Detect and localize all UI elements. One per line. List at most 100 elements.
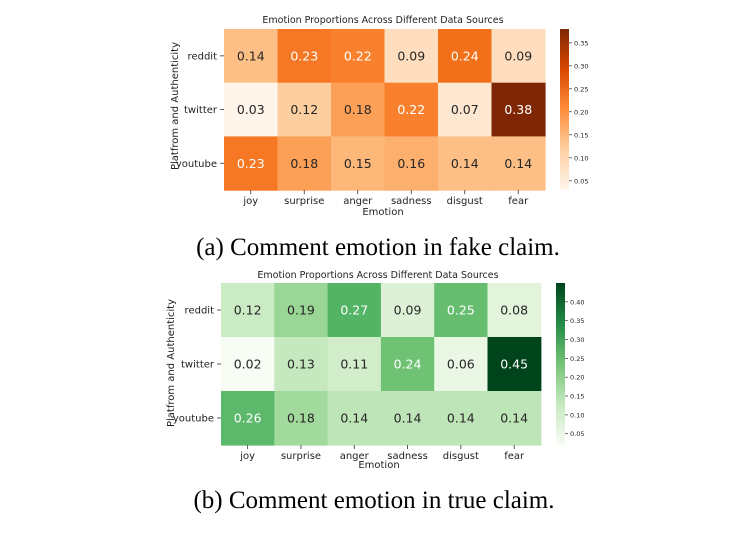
heatmap-cell-reddit-joy — [221, 283, 275, 338]
colorbar-tick-label: 0.10 — [570, 411, 584, 419]
heatmap-cell-reddit-disgust — [434, 283, 489, 338]
chart-title-a: Emotion Proportions Across Different Dat… — [262, 15, 503, 26]
heatmap-cell-twitter-disgust — [434, 337, 489, 392]
cell-value-label: 0.02 — [234, 357, 262, 372]
cell-value-label: 0.09 — [504, 48, 532, 63]
cell-value-label: 0.12 — [290, 102, 318, 117]
column-label-anger: anger — [340, 451, 370, 462]
colorbar-ticks-b: 0.05 0.10 0.15 0.20 0.25 0.30 0.35 0.40 — [565, 298, 584, 438]
cell-value-label: 0.06 — [447, 357, 475, 372]
cell-value-label: 0.14 — [451, 156, 479, 171]
cell-value-label: 0.15 — [344, 156, 372, 171]
cell-value-label: 0.08 — [500, 303, 528, 318]
cell-value-label: 0.24 — [451, 48, 479, 63]
cell-value-label: 0.13 — [287, 357, 315, 372]
cell-value-label: 0.24 — [394, 357, 422, 372]
cell-value-label: 0.38 — [504, 102, 532, 117]
cell-value-label: 0.14 — [237, 48, 265, 63]
cell-value-label: 0.14 — [500, 411, 528, 426]
heatmap-cell-reddit-anger — [331, 29, 386, 84]
y-axis-label-b: Platfrom and Authenticity — [166, 299, 177, 427]
cell-value-label: 0.14 — [504, 156, 532, 171]
heatmap-cell-reddit-fear — [487, 283, 542, 338]
cell-value-label: 0.14 — [340, 411, 368, 426]
cell-value-label: 0.45 — [500, 357, 528, 372]
column-label-joy: joy — [239, 451, 255, 462]
row-label-youtube: youtube — [173, 414, 214, 425]
cell-value-label: 0.14 — [447, 411, 475, 426]
cell-value-label: 0.22 — [397, 102, 425, 117]
heatmap-cell-twitter-fear — [487, 337, 542, 392]
cell-value-label: 0.11 — [340, 357, 368, 372]
colorbar-tick-label: 0.20 — [570, 374, 584, 382]
column-label-sadness: sadness — [387, 451, 428, 462]
heatmap-cell-twitter-surprise — [274, 337, 329, 392]
colorbar-tick-label: 0.40 — [570, 298, 584, 306]
cell-value-label: 0.27 — [340, 303, 368, 318]
heatmap-panel-b: Emotion Proportions Across Different Dat… — [166, 270, 584, 514]
heatmap-cell-reddit-surprise — [277, 29, 332, 84]
row-label-reddit: reddit — [185, 306, 215, 317]
x-axis-label-b: Emotion — [358, 460, 399, 471]
colorbar-tick-label: 0.25 — [574, 85, 588, 93]
heatmap-cell-twitter-disgust — [438, 82, 493, 137]
heatmap-cell-youtube-disgust — [434, 391, 489, 446]
heatmap-cell-reddit-joy — [224, 29, 279, 84]
row-label-reddit: reddit — [188, 51, 218, 62]
row-labels-a: reddit twitter youtube — [176, 51, 224, 170]
colorbar-tick-label: 0.30 — [574, 62, 588, 70]
heatmap-cell-youtube-anger — [331, 136, 386, 191]
colorbar-tick-label: 0.15 — [570, 393, 584, 401]
cell-value-label: 0.14 — [394, 411, 422, 426]
heatmap-cell-twitter-joy — [221, 337, 275, 392]
row-labels-b: reddit twitter youtube — [173, 306, 221, 425]
heatmap-cell-youtube-surprise — [277, 136, 332, 191]
y-axis-label-a: Platfrom and Authenticity — [170, 42, 181, 170]
colorbar-tick-label: 0.05 — [574, 177, 588, 185]
colorbar-tick-label: 0.35 — [570, 317, 584, 325]
column-labels-a: joy surprise anger sadness disgust fear — [242, 190, 529, 207]
cell-value-label: 0.22 — [344, 48, 372, 63]
column-label-surprise: surprise — [284, 196, 324, 207]
cell-value-label: 0.18 — [344, 102, 372, 117]
heatmap-cell-twitter-sadness — [384, 82, 439, 137]
heatmap-cell-reddit-disgust — [438, 29, 493, 84]
heatmap-cell-youtube-joy — [224, 136, 279, 191]
colorbar-ticks-a: 0.05 0.10 0.15 0.20 0.25 0.30 0.35 — [569, 39, 588, 185]
cell-value-label: 0.03 — [237, 102, 265, 117]
heatmap-cell-youtube-sadness — [380, 391, 435, 446]
cell-value-label: 0.18 — [290, 156, 318, 171]
heatmap-cell-twitter-anger — [327, 337, 382, 392]
heatmap-cell-reddit-surprise — [274, 283, 329, 338]
column-label-surprise: surprise — [281, 451, 321, 462]
heatmap-cell-twitter-fear — [491, 82, 546, 137]
heatmap-cell-twitter-joy — [224, 82, 279, 137]
x-axis-label-a: Emotion — [362, 207, 403, 218]
heatmap-cell-reddit-sadness — [384, 29, 439, 84]
column-label-fear: fear — [508, 196, 529, 207]
colorbar-tick-label: 0.35 — [574, 39, 588, 47]
caption-a: (a) Comment emotion in fake claim. — [196, 234, 560, 261]
cell-value-label: 0.09 — [397, 48, 425, 63]
heatmap-cell-twitter-sadness — [380, 337, 435, 392]
column-label-sadness: sadness — [391, 196, 432, 207]
column-label-joy: joy — [242, 196, 258, 207]
heatmap-cell-youtube-sadness — [384, 136, 439, 191]
column-labels-b: joy surprise anger sadness disgust fear — [239, 445, 525, 462]
cell-value-label: 0.12 — [234, 303, 262, 318]
column-label-anger: anger — [343, 196, 373, 207]
colorbar-tick-label: 0.25 — [570, 355, 584, 363]
colorbar-tick-label: 0.05 — [570, 430, 584, 438]
cell-value-label: 0.26 — [234, 411, 262, 426]
heatmap-cell-youtube-joy — [221, 391, 275, 446]
cell-value-label: 0.23 — [237, 156, 265, 171]
heatmap-cell-twitter-anger — [331, 82, 386, 137]
heatmap-cell-youtube-fear — [487, 391, 542, 446]
heatmap-cell-youtube-fear — [491, 136, 546, 191]
cell-value-label: 0.07 — [451, 102, 479, 117]
heatmap-cell-youtube-surprise — [274, 391, 329, 446]
heatmap-cell-reddit-sadness — [380, 283, 435, 338]
cell-value-label: 0.18 — [287, 411, 315, 426]
heatmap-cell-youtube-anger — [327, 391, 382, 446]
